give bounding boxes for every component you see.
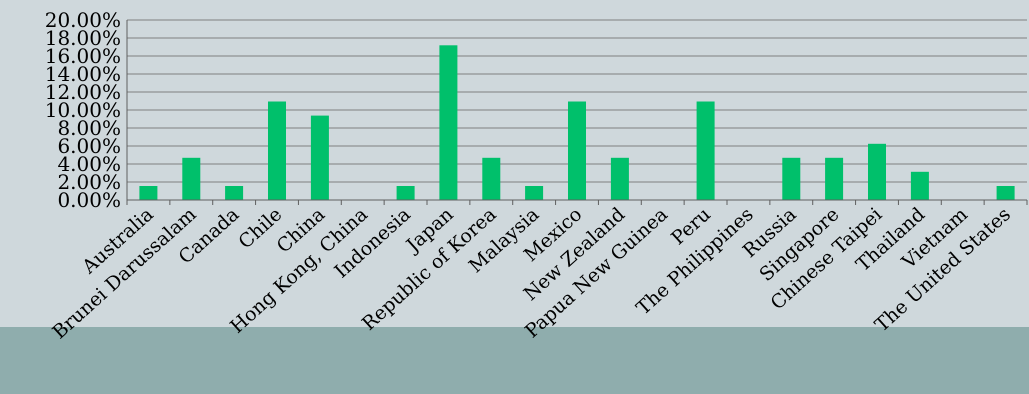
- y-tick-label: 16.00%: [45, 44, 121, 68]
- y-axis-tick-labels: 0.00%2.00%4.00%6.00%8.00%10.00%12.00%14.…: [45, 8, 121, 212]
- y-tick-label: 20.00%: [45, 8, 121, 32]
- bar: [225, 186, 244, 200]
- bar: [696, 101, 715, 200]
- bar: [782, 157, 801, 200]
- bar: [910, 171, 929, 200]
- y-tick-label: 4.00%: [57, 152, 121, 176]
- bar: [139, 186, 158, 200]
- bar: [268, 101, 286, 200]
- y-tick-label: 6.00%: [57, 134, 121, 158]
- bar: [396, 186, 415, 200]
- y-tick-label: 14.00%: [45, 62, 121, 86]
- footer-band: [0, 327, 1029, 394]
- y-tick-label: 2.00%: [57, 170, 121, 194]
- bar: [482, 157, 501, 200]
- bar: [568, 101, 586, 200]
- axes: [126, 20, 1028, 205]
- bar: [868, 143, 886, 201]
- y-tick-label: 0.00%: [57, 188, 121, 212]
- bar: [182, 157, 201, 200]
- bar: [996, 186, 1015, 200]
- bar: [310, 115, 329, 200]
- bar: [525, 186, 544, 200]
- y-tick-label: 18.00%: [45, 26, 121, 50]
- bar: [825, 157, 844, 200]
- bars: [139, 45, 1015, 201]
- y-tick-label: 10.00%: [45, 98, 121, 122]
- y-tick-label: 8.00%: [57, 116, 121, 140]
- bar: [610, 157, 629, 200]
- bar: [439, 45, 458, 200]
- y-tick-label: 12.00%: [45, 80, 121, 104]
